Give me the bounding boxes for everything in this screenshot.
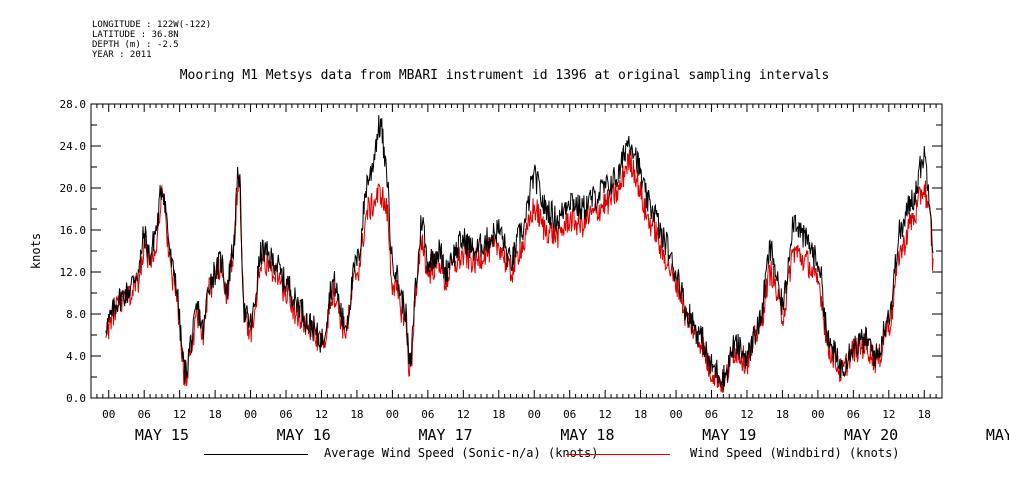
y-tick-label: 16.0 xyxy=(60,224,87,237)
x-tick-label: 06 xyxy=(279,408,292,421)
metadata-block: LONGITUDE : 122W(-122) LATITUDE : 36.8N … xyxy=(92,20,211,60)
chart-title: Mooring M1 Metsys data from MBARI instru… xyxy=(179,68,830,83)
x-tick-label: 18 xyxy=(208,408,221,421)
longitude-label: LONGITUDE : 122W(-122) xyxy=(92,20,212,30)
y-tick-label: 12.0 xyxy=(60,266,87,279)
y-axis-label: knots xyxy=(29,233,43,269)
day-label: MAY 17 xyxy=(418,426,472,444)
x-tick-label: 00 xyxy=(102,408,115,421)
x-tick-label: 18 xyxy=(634,408,647,421)
day-label: MAY 21 xyxy=(986,426,1009,444)
y-tick-label: 20.0 xyxy=(60,182,87,195)
x-tick-label: 12 xyxy=(457,408,470,421)
x-tick-label: 12 xyxy=(315,408,328,421)
y-tick-label: 0.0 xyxy=(66,392,86,405)
day-label: MAY 20 xyxy=(844,426,898,444)
x-tick-label: 18 xyxy=(918,408,931,421)
y-tick-label: 8.0 xyxy=(66,308,86,321)
y-axis: 0.0 4.0 8.0 12.0 16.0 20.0 24.0 28.0 xyxy=(60,98,942,405)
x-tick-label: 18 xyxy=(350,408,363,421)
x-tick-label: 00 xyxy=(669,408,682,421)
x-tick-label: 06 xyxy=(563,408,576,421)
day-label: MAY 16 xyxy=(277,426,331,444)
legend-swatch-sonic xyxy=(204,454,308,455)
x-tick-label: 18 xyxy=(776,408,789,421)
x-tick-label: 00 xyxy=(244,408,257,421)
latitude-label: LATITUDE : 36.8N xyxy=(92,30,179,40)
y-tick-label: 24.0 xyxy=(60,140,87,153)
day-label: MAY 15 xyxy=(135,426,189,444)
x-tick-label: 00 xyxy=(811,408,824,421)
series-layer xyxy=(105,114,934,393)
x-tick-label: 18 xyxy=(492,408,505,421)
x-tick-label: 06 xyxy=(138,408,151,421)
year-label: YEAR : 2011 xyxy=(92,50,152,60)
depth-label: DEPTH (m) : -2.5 xyxy=(92,40,179,50)
x-tick-label: 00 xyxy=(528,408,541,421)
legend-label-sonic: Average Wind Speed (Sonic-n/a) (knots) xyxy=(324,446,599,460)
x-tick-label: 06 xyxy=(421,408,434,421)
legend-label-windbird: Wind Speed (Windbird) (knots) xyxy=(690,446,900,460)
x-tick-label: 06 xyxy=(847,408,860,421)
y-tick-label: 4.0 xyxy=(66,350,86,363)
x-tick-label: 00 xyxy=(386,408,399,421)
y-tick-label: 28.0 xyxy=(60,98,87,111)
x-tick-label: 12 xyxy=(882,408,895,421)
legend: Average Wind Speed (Sonic-n/a) (knots) W… xyxy=(0,446,1009,464)
legend-swatch-windbird xyxy=(566,454,670,455)
x-axis: 00 06 12 18 MAY 15 00 06 12 18 MAY 16 00 06 12 18 MAY … xyxy=(90,104,1009,444)
day-label: MAY 19 xyxy=(702,426,756,444)
x-tick-label: 12 xyxy=(599,408,612,421)
x-tick-label: 06 xyxy=(705,408,718,421)
x-tick-label: 12 xyxy=(173,408,186,421)
series-line-sonic xyxy=(105,114,934,391)
day-label: MAY 18 xyxy=(560,426,614,444)
x-tick-label: 12 xyxy=(740,408,753,421)
